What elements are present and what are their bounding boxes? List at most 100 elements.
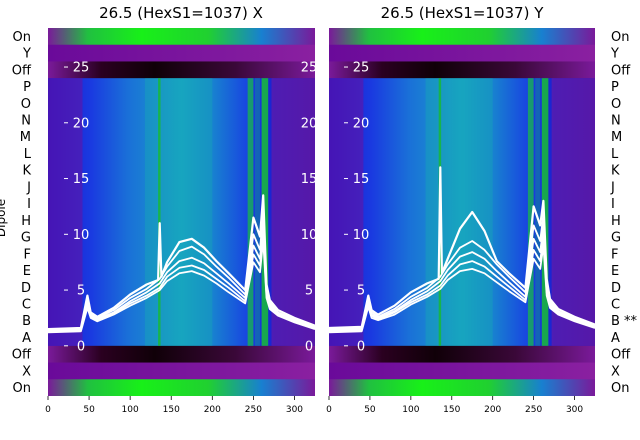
row-label: I xyxy=(611,197,615,212)
heatmap-band xyxy=(535,78,541,346)
heatmap-band xyxy=(144,78,213,346)
x-tick-label: 200 xyxy=(484,405,501,415)
row-label: Y xyxy=(610,47,619,62)
row-label: O xyxy=(21,97,31,112)
row-label: N xyxy=(21,114,31,129)
x-tick-label: 250 xyxy=(525,405,542,415)
row-label: B xyxy=(22,314,31,329)
row-label: Off xyxy=(611,348,631,363)
row-label: L xyxy=(24,147,32,162)
heatmap-row xyxy=(48,362,315,380)
overlay-tick-label: 0 xyxy=(305,339,313,354)
x-tick-label: 0 xyxy=(45,405,51,415)
row-label: K xyxy=(611,164,620,179)
overlay-tick-label: 0 xyxy=(77,339,85,354)
heatmap-row xyxy=(329,44,595,62)
overlay-tick-label: 20 xyxy=(301,116,318,131)
row-label: A xyxy=(22,331,31,346)
overlay-tick-label: 15 xyxy=(73,172,90,187)
row-label: Off xyxy=(12,63,32,78)
heatmap-row xyxy=(48,345,315,364)
x-tick-label: 100 xyxy=(402,405,419,415)
x-tick-label: 50 xyxy=(364,405,376,415)
overlay-tick-label: 15 xyxy=(353,172,370,187)
row-label: P xyxy=(611,80,619,95)
row-label: On xyxy=(611,30,629,45)
overlay-tick-label: 20 xyxy=(353,116,370,131)
row-label: J xyxy=(610,180,615,195)
heatmap-row xyxy=(329,28,595,46)
overlay-tick-label: 10 xyxy=(73,228,90,243)
heatmap-row xyxy=(329,61,595,79)
x-tick-label: 150 xyxy=(163,405,180,415)
row-label: O xyxy=(611,97,621,112)
row-label: On xyxy=(13,30,31,45)
heatmap-band xyxy=(247,78,254,346)
row-label: P xyxy=(23,80,31,95)
overlay-ticks-left: 25 25 20 20 15 15 10 10 5 5 0 0 xyxy=(64,61,318,354)
row-label: G xyxy=(21,231,31,246)
x-tick-label: 50 xyxy=(83,405,95,415)
ylabel-left: Dipole xyxy=(0,199,8,237)
overlay-series-line xyxy=(48,239,315,334)
row-label: Off xyxy=(12,348,32,363)
heatmap-row xyxy=(48,28,315,46)
row-label: I xyxy=(27,197,31,212)
x-ticks-left: 0 50 100 150 200 250 300 xyxy=(45,396,303,415)
heatmap-row xyxy=(48,44,315,62)
row-label: N xyxy=(611,114,621,129)
overlay-ticks-right: 25 20 15 10 5 0 xyxy=(344,61,370,354)
x-tick-label: 250 xyxy=(245,405,262,415)
heatmap-row xyxy=(329,345,595,364)
row-label: G xyxy=(611,231,621,246)
row-label: B ** xyxy=(611,314,638,329)
x-ticks-right: 0 50 100 150 200 250 300 xyxy=(326,396,583,415)
overlay-right xyxy=(329,166,595,334)
x-tick-label: 300 xyxy=(566,405,583,415)
row-label: D xyxy=(21,281,31,296)
row-label: J xyxy=(26,180,31,195)
overlay-tick-label: 25 xyxy=(301,61,318,76)
chart-title-left: 26.5 (HexS1=1037) X xyxy=(99,4,263,22)
overlay-left xyxy=(48,194,315,334)
row-label: L xyxy=(611,147,619,162)
heatmap-band xyxy=(527,78,534,346)
heatmap-left xyxy=(48,28,315,396)
row-label: C xyxy=(22,298,31,313)
overlay-tick-label: 5 xyxy=(305,284,313,299)
x-tick-label: 100 xyxy=(122,405,139,415)
overlay-tick-label: 5 xyxy=(77,284,85,299)
overlay-tick-label: 0 xyxy=(357,339,365,354)
heatmap-band xyxy=(425,78,493,346)
row-label: H xyxy=(611,214,621,229)
row-label: M xyxy=(611,130,622,145)
heatmap-band xyxy=(255,78,260,346)
overlay-tick-label: 5 xyxy=(357,284,365,299)
heatmap-row xyxy=(329,362,595,380)
row-label: F xyxy=(611,247,618,262)
overlay-series-line xyxy=(329,244,595,334)
row-label: H xyxy=(21,214,31,229)
overlay-tick-label: 25 xyxy=(73,61,90,76)
overlay-tick-label: 20 xyxy=(73,116,90,131)
heatmap-band xyxy=(158,78,161,346)
x-tick-label: 300 xyxy=(286,405,303,415)
chart-title-right: 26.5 (HexS1=1037) Y xyxy=(381,4,545,22)
overlay-tick-label: 10 xyxy=(353,228,370,243)
row-label: Off xyxy=(611,63,631,78)
overlay-tick-label: 25 xyxy=(353,61,370,76)
x-tick-label: 0 xyxy=(326,405,332,415)
row-label: On xyxy=(13,381,31,396)
heatmap-right xyxy=(329,28,595,396)
row-label: On xyxy=(611,381,629,396)
row-label: E xyxy=(23,264,31,279)
heatmap-row xyxy=(329,379,595,396)
heatmap-band xyxy=(551,78,595,346)
row-label: D xyxy=(611,281,621,296)
heatmap-row xyxy=(48,379,315,396)
overlay-tick-label: 15 xyxy=(301,172,318,187)
